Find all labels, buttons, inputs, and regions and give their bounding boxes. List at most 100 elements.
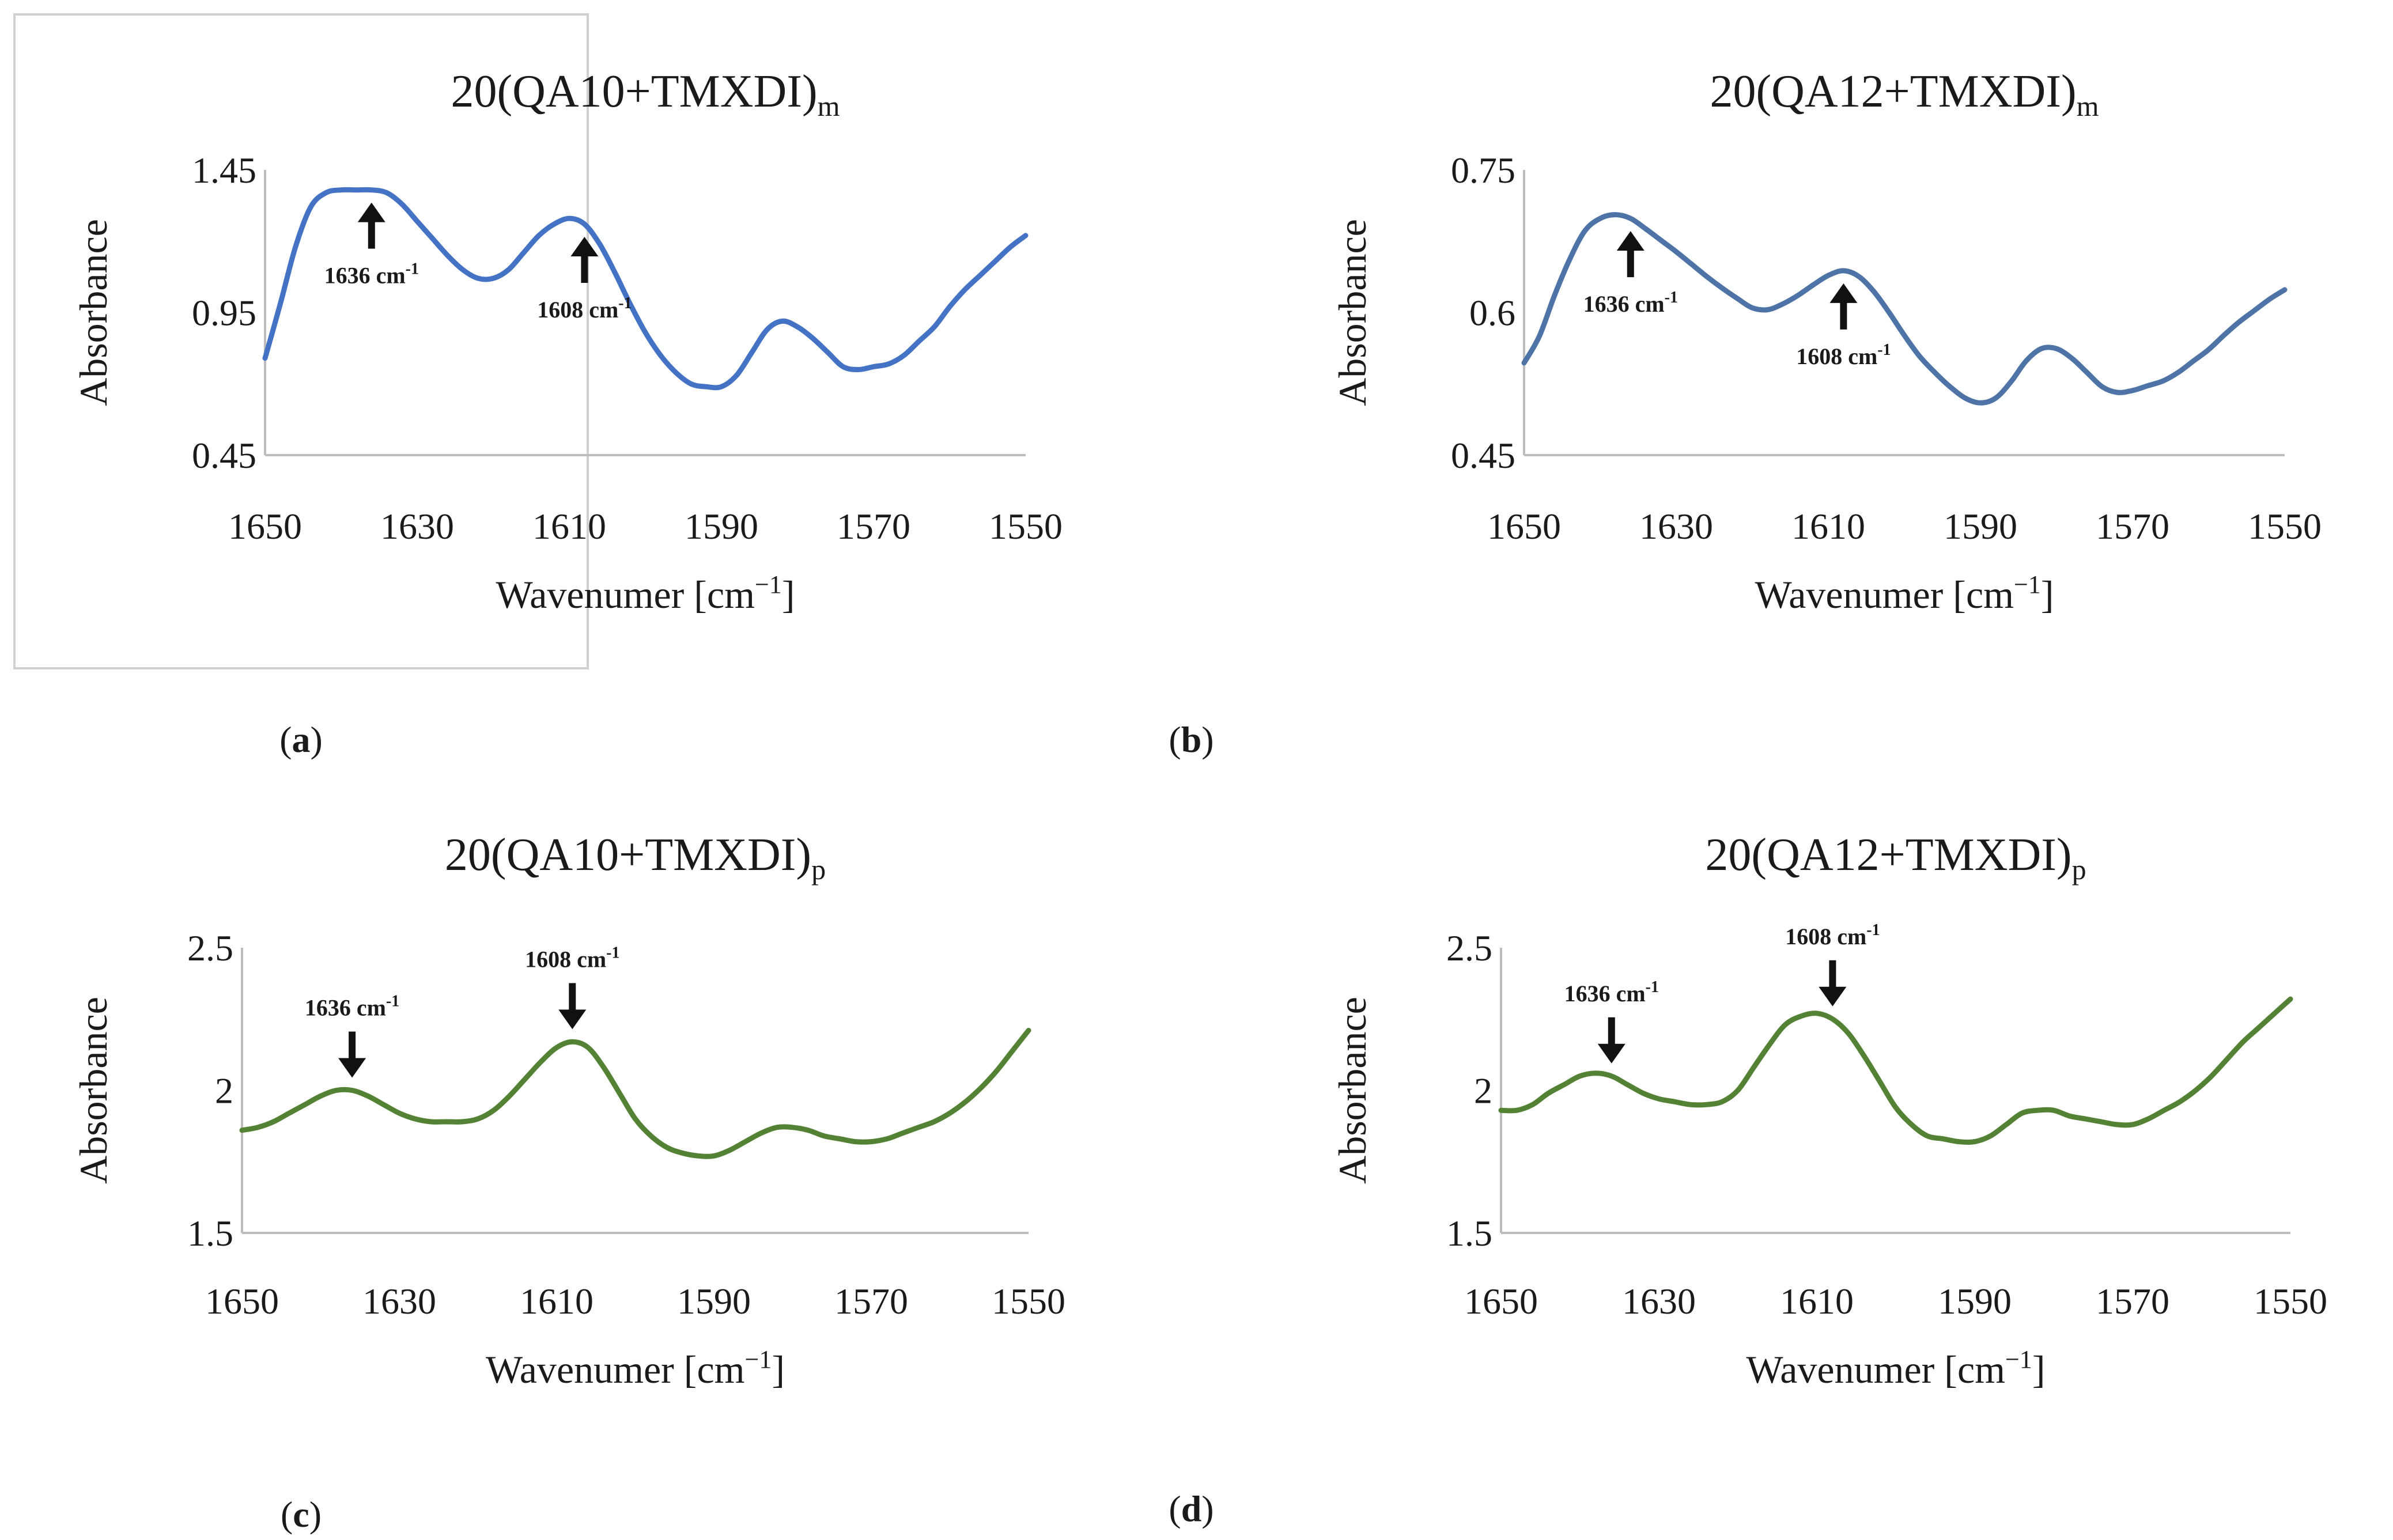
y-tick-label: 2.5	[1446, 928, 1492, 968]
chart-title-subscript: m	[2077, 90, 2099, 122]
y-tick-label: 0.95	[192, 293, 256, 334]
chart-title: 20(QA12+TMXDI)m	[1710, 66, 2099, 122]
chart-title: 20(QA12+TMXDI)p	[1705, 830, 2086, 886]
arrow-down-icon	[338, 1058, 366, 1078]
y-axis-label: Absorbance	[1330, 219, 1374, 406]
arrow-down-icon	[1597, 1043, 1625, 1064]
caption-open: (	[281, 1494, 293, 1535]
x-tick-label: 1650	[205, 1281, 279, 1322]
peak-annotation: 1608 cm-1	[537, 237, 632, 323]
x-axis-label: Wavenumer [cm−1]	[486, 1345, 785, 1391]
chart-panel-c: 20(QA10+TMXDI)p 2.5 2 1.5 1650 1630 1610 1590 15…	[71, 830, 1065, 1535]
series-line-0	[1498, 996, 2293, 1145]
y-tick-label: 0.45	[192, 435, 256, 476]
chart-title-main: 20(QA12+TMXDI)	[1710, 66, 2076, 117]
x-tick-label: 1590	[1944, 506, 2017, 547]
x-axis-label-close: ]	[782, 573, 795, 616]
arrow-down-icon	[570, 237, 599, 257]
x-tick-label: 1630	[1622, 1281, 1696, 1322]
annotation-label: 1636 cm-1	[1564, 978, 1659, 1007]
arrow-down-icon	[1829, 283, 1858, 303]
y-tick-label: 1.45	[192, 150, 256, 191]
series-line-0	[239, 1028, 1031, 1159]
panel-caption: (d)	[1169, 1488, 1213, 1529]
x-axis-label-sup: −1	[2014, 570, 2041, 599]
annotation-label-main: 1608 cm	[525, 946, 606, 972]
panel-caption: (a)	[279, 719, 323, 760]
x-tick-label: 1590	[685, 506, 758, 547]
x-axis-label: Wavenumer [cm−1]	[496, 570, 795, 616]
annotation-label-sup: -1	[1646, 978, 1659, 996]
x-tick-label: 1590	[1938, 1281, 2012, 1322]
y-tick-label: 2	[215, 1070, 233, 1111]
x-tick-label: 1590	[677, 1281, 751, 1322]
arrow-down-icon	[357, 202, 385, 222]
x-tick-label: 1570	[834, 1281, 908, 1322]
x-tick-label: 1650	[228, 506, 302, 547]
peak-annotation: 1636 cm-1	[1583, 231, 1678, 317]
x-tick-label: 1650	[1487, 506, 1561, 547]
annotation-label-main: 1636 cm	[324, 263, 406, 289]
x-tick-label: 1610	[532, 506, 606, 547]
chart-title-main: 20(QA10+TMXDI)	[445, 830, 811, 880]
caption-open: (	[279, 719, 292, 760]
x-tick-label: 1570	[837, 506, 910, 547]
x-tick-label: 1650	[1464, 1281, 1538, 1322]
peak-annotation: 1608 cm-1	[1785, 921, 1880, 1007]
x-tick-label: 1570	[2096, 1281, 2169, 1322]
arrow-down-icon	[1616, 231, 1645, 251]
annotation-label: 1608 cm-1	[1785, 921, 1880, 949]
annotation-label: 1636 cm-1	[1583, 289, 1678, 317]
arrow-down-icon	[1819, 986, 1847, 1007]
x-axis-label-main: Wavenumer [cm	[486, 1348, 745, 1391]
x-tick-label: 1550	[2248, 506, 2322, 547]
y-tick-label: 2.5	[187, 928, 233, 968]
y-axis-label: Absorbance	[1330, 997, 1374, 1184]
annotation-label-sup: -1	[386, 993, 399, 1011]
y-tick-label: 0.45	[1451, 435, 1515, 476]
panel-caption: (b)	[1169, 719, 1213, 760]
y-axis-label: Absorbance	[71, 219, 115, 406]
x-axis-label-main: Wavenumer [cm	[496, 573, 755, 616]
caption-open: (	[1169, 719, 1181, 760]
arrow-down-icon	[558, 1009, 587, 1030]
peak-annotation: 1636 cm-1	[324, 202, 419, 289]
peak-annotation: 1636 cm-1	[1564, 978, 1659, 1064]
x-axis-label-close: ]	[772, 1348, 785, 1391]
y-tick-label: 0.75	[1451, 150, 1515, 191]
peak-annotation: 1636 cm-1	[305, 993, 399, 1078]
x-tick-label: 1550	[992, 1281, 1065, 1322]
annotation-label-main: 1608 cm	[537, 297, 618, 323]
chart-panel-d: 20(QA12+TMXDI)p 2.5 2 1.5 1650 1630 1610 1590 15…	[1169, 830, 2327, 1529]
annotation-label: 1608 cm-1	[1796, 341, 1891, 369]
peak-annotation: 1608 cm-1	[525, 944, 620, 1030]
annotation-label-main: 1636 cm	[305, 995, 386, 1021]
series-line-0	[1521, 212, 2288, 406]
chart-title-main: 20(QA12+TMXDI)	[1705, 830, 2071, 880]
y-axis-label: Absorbance	[71, 997, 115, 1184]
annotation-label-sup: -1	[618, 294, 632, 312]
peak-annotation: 1608 cm-1	[1796, 283, 1891, 369]
chart-title-subscript: p	[2072, 853, 2086, 886]
caption-letter: b	[1181, 719, 1202, 760]
x-tick-label: 1550	[989, 506, 1063, 547]
panel-frame	[13, 13, 589, 669]
chart-title-subscript: p	[811, 853, 826, 886]
y-tick-label: 1.5	[1446, 1213, 1492, 1254]
x-axis-label-close: ]	[2032, 1348, 2046, 1391]
y-tick-label: 0.6	[1469, 293, 1515, 334]
chart-title-subscript: m	[818, 90, 840, 122]
series-line-0	[262, 187, 1029, 391]
annotation-label-main: 1608 cm	[1796, 343, 1877, 369]
annotation-label-sup: -1	[1877, 341, 1891, 359]
x-tick-label: 1630	[362, 1281, 436, 1322]
annotation-label-main: 1636 cm	[1564, 981, 1646, 1007]
chart-panel-a: 20(QA10+TMXDI)m 1.45 0.95 0.45 1650 1630 1610 1…	[13, 13, 1063, 760]
y-tick-label: 1.5	[187, 1213, 233, 1254]
x-axis-label: Wavenumer [cm−1]	[1755, 570, 2054, 616]
caption-close: )	[1201, 1488, 1213, 1529]
annotation-label-main: 1636 cm	[1583, 291, 1665, 317]
chart-title: 20(QA10+TMXDI)p	[445, 830, 826, 886]
x-tick-label: 1630	[380, 506, 454, 547]
